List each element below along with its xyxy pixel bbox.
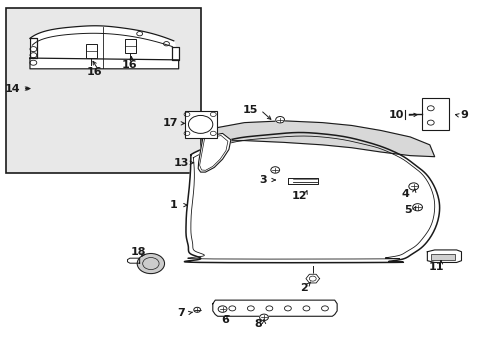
- Polygon shape: [198, 134, 230, 172]
- Text: 14: 14: [5, 84, 20, 94]
- Polygon shape: [288, 178, 317, 184]
- Circle shape: [218, 306, 226, 312]
- Circle shape: [137, 253, 164, 274]
- Polygon shape: [127, 258, 140, 263]
- Text: 8: 8: [254, 319, 262, 329]
- Text: 16: 16: [87, 67, 102, 77]
- Polygon shape: [305, 274, 319, 283]
- Text: 10: 10: [388, 111, 404, 121]
- Text: 2: 2: [300, 283, 307, 293]
- Text: 16: 16: [122, 60, 138, 70]
- Circle shape: [408, 183, 418, 190]
- Text: 13: 13: [173, 158, 188, 168]
- Polygon shape: [427, 250, 461, 262]
- Polygon shape: [30, 58, 178, 69]
- Polygon shape: [172, 46, 178, 60]
- Bar: [86, 44, 97, 58]
- Polygon shape: [184, 132, 439, 263]
- Text: 9: 9: [459, 111, 467, 121]
- Circle shape: [188, 116, 212, 134]
- Circle shape: [412, 204, 422, 211]
- Text: 7: 7: [177, 308, 184, 318]
- Text: 1: 1: [169, 200, 177, 210]
- Text: 4: 4: [401, 189, 408, 199]
- Text: 3: 3: [259, 175, 266, 185]
- Circle shape: [193, 307, 200, 312]
- Bar: [184, 111, 216, 138]
- Polygon shape: [30, 26, 178, 69]
- Circle shape: [275, 117, 284, 123]
- Polygon shape: [140, 255, 161, 270]
- Text: 12: 12: [291, 191, 307, 201]
- Bar: [5, 8, 200, 173]
- Bar: [422, 98, 448, 130]
- Bar: [430, 254, 454, 260]
- Polygon shape: [212, 300, 336, 316]
- Polygon shape: [30, 39, 37, 58]
- Bar: [125, 39, 136, 53]
- Text: 6: 6: [221, 315, 228, 325]
- Circle shape: [259, 314, 268, 320]
- Circle shape: [270, 167, 279, 173]
- Text: 18: 18: [130, 247, 145, 257]
- Text: 17: 17: [163, 118, 178, 128]
- Polygon shape: [205, 121, 434, 157]
- Text: 5: 5: [403, 206, 411, 216]
- Text: 11: 11: [427, 262, 443, 272]
- Text: 15: 15: [243, 105, 258, 115]
